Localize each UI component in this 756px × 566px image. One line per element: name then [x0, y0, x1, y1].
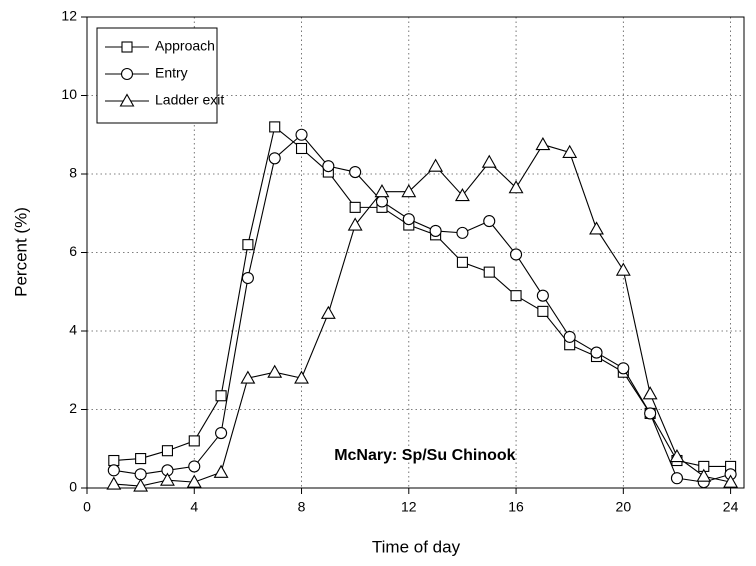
marker: [269, 121, 281, 133]
marker: [268, 152, 281, 165]
marker: [644, 407, 657, 420]
marker: [669, 448, 685, 463]
marker: [589, 221, 604, 235]
marker: [133, 478, 149, 492]
marker: [186, 474, 202, 488]
marker: [106, 476, 122, 490]
marker: [537, 305, 549, 317]
legend-label: Ladder exit: [155, 92, 224, 108]
marker: [241, 271, 254, 285]
marker: [696, 468, 712, 482]
marker: [160, 472, 175, 486]
marker: [508, 180, 524, 194]
marker: [536, 289, 549, 302]
annotation: McNary: Sp/Su Chinook: [334, 447, 515, 464]
marker: [617, 362, 630, 375]
legend-label: Approach: [155, 38, 215, 54]
marker: [295, 142, 308, 155]
marker: [320, 305, 336, 319]
series-line: [113, 143, 731, 487]
marker: [483, 266, 495, 278]
marker: [670, 472, 684, 485]
marker: [642, 386, 658, 400]
marker: [723, 474, 739, 488]
marker: [188, 460, 201, 473]
marker: [213, 464, 229, 478]
x-axis-label: Time of day: [372, 537, 461, 556]
marker: [428, 158, 444, 172]
marker: [510, 248, 523, 261]
marker: [215, 390, 227, 402]
series-line: [113, 133, 731, 483]
marker: [429, 224, 442, 237]
marker: [161, 445, 173, 457]
marker: [347, 217, 363, 231]
y-tick-label: 0: [69, 479, 77, 495]
x-tick-label: 16: [508, 499, 524, 515]
marker: [563, 330, 576, 343]
y-tick-label: 12: [61, 8, 77, 24]
legend-marker: [119, 93, 135, 107]
marker: [375, 195, 389, 208]
marker: [267, 364, 283, 378]
x-tick-label: 8: [298, 499, 306, 515]
marker: [134, 468, 147, 481]
x-tick-label: 24: [723, 499, 739, 515]
marker: [402, 213, 415, 226]
marker: [108, 454, 120, 467]
marker: [294, 370, 309, 384]
x-tick-label: 12: [401, 499, 417, 515]
marker: [349, 201, 361, 213]
x-tick-label: 20: [616, 499, 632, 515]
legend-marker: [121, 41, 133, 53]
marker: [615, 262, 631, 276]
x-tick-label: 0: [83, 499, 91, 515]
marker: [535, 136, 551, 151]
marker: [374, 184, 390, 198]
marker: [401, 184, 417, 198]
marker: [240, 370, 256, 384]
marker: [322, 160, 335, 173]
marker: [562, 144, 578, 158]
marker: [483, 215, 496, 228]
marker: [454, 187, 470, 202]
y-tick-label: 10: [61, 86, 77, 102]
marker: [510, 290, 522, 302]
marker: [456, 226, 469, 239]
legend-label: Entry: [155, 65, 188, 81]
marker: [135, 453, 147, 465]
marker: [188, 435, 200, 447]
marker: [215, 426, 228, 440]
marker: [349, 165, 362, 179]
y-tick-label: 8: [69, 165, 77, 181]
marker: [242, 239, 254, 251]
y-axis-label: Percent (%): [11, 207, 30, 297]
marker: [590, 346, 603, 359]
y-tick-label: 2: [69, 400, 77, 416]
series-line: [113, 125, 731, 467]
marker: [107, 464, 120, 477]
marker: [456, 256, 468, 268]
plot-frame: [86, 16, 745, 489]
marker: [295, 128, 308, 141]
marker: [481, 154, 497, 168]
legend-marker: [120, 67, 134, 81]
legend-box: [96, 27, 218, 124]
y-tick-label: 4: [69, 322, 77, 338]
x-tick-label: 4: [190, 499, 198, 515]
y-tick-label: 6: [69, 243, 77, 259]
